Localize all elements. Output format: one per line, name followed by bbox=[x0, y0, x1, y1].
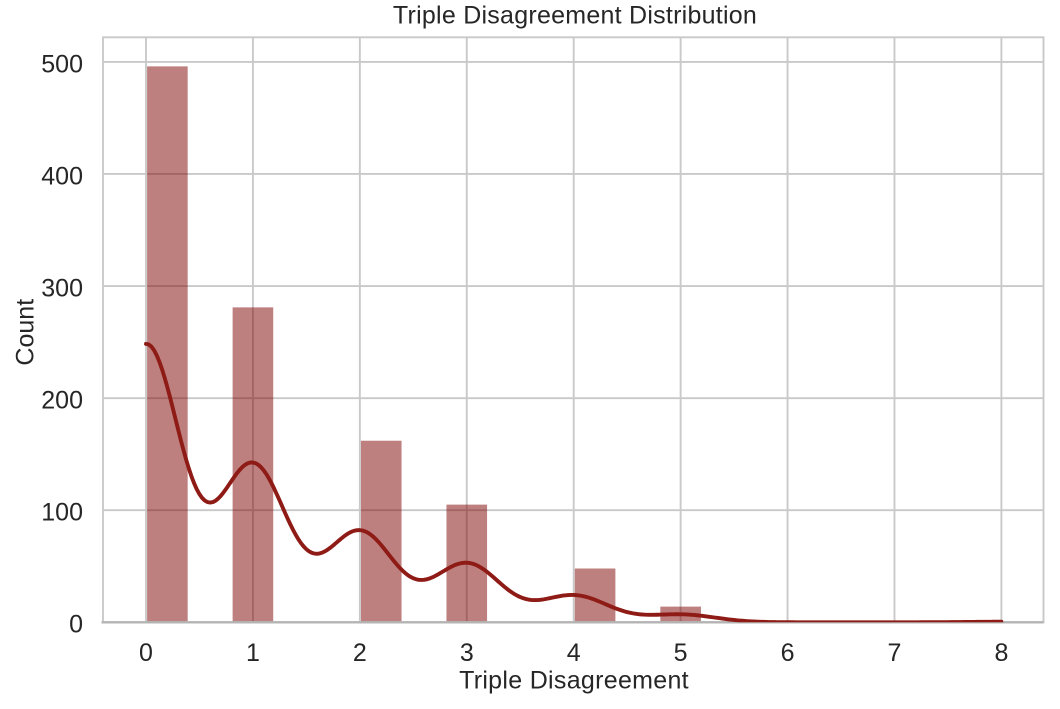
svg-text:400: 400 bbox=[41, 162, 83, 190]
svg-text:1: 1 bbox=[246, 639, 260, 667]
svg-text:2: 2 bbox=[353, 639, 367, 667]
svg-text:0: 0 bbox=[139, 639, 153, 667]
svg-text:7: 7 bbox=[888, 639, 902, 667]
svg-text:5: 5 bbox=[674, 639, 688, 667]
svg-text:Count: Count bbox=[11, 299, 39, 366]
svg-text:3: 3 bbox=[460, 639, 474, 667]
svg-text:Triple Disagreement: Triple Disagreement bbox=[459, 667, 689, 695]
svg-text:Triple Disagreement Distributi: Triple Disagreement Distribution bbox=[393, 2, 757, 30]
svg-text:0: 0 bbox=[69, 611, 83, 639]
svg-text:100: 100 bbox=[41, 499, 83, 527]
svg-text:500: 500 bbox=[41, 50, 83, 78]
svg-text:300: 300 bbox=[41, 274, 83, 302]
svg-text:6: 6 bbox=[781, 639, 795, 667]
svg-text:200: 200 bbox=[41, 387, 83, 415]
svg-text:4: 4 bbox=[567, 639, 581, 667]
svg-text:8: 8 bbox=[994, 639, 1008, 667]
